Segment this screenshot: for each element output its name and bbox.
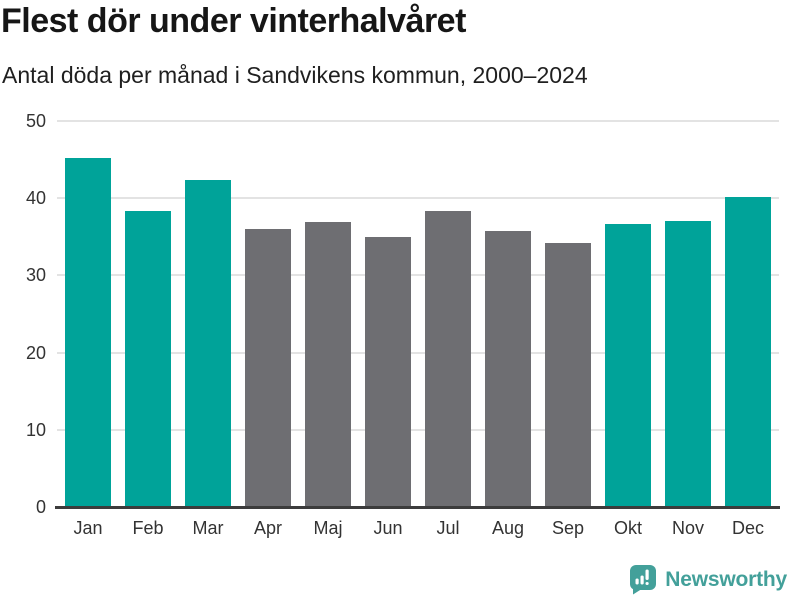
x-tick-label-maj: Maj bbox=[313, 518, 343, 538]
x-tick-label-jan: Jan bbox=[73, 518, 103, 538]
y-tick-label-0: 0 bbox=[35, 497, 46, 517]
x-tick-label-apr: Apr bbox=[253, 518, 282, 538]
chart-subtitle: Antal döda per månad i Sandvikens kommun… bbox=[2, 62, 588, 88]
bar-dec bbox=[725, 197, 771, 507]
y-tick-label-10: 10 bbox=[25, 419, 46, 440]
newsworthy-logo: Newsworthy bbox=[629, 563, 787, 597]
x-tick-label-feb: Feb bbox=[132, 518, 164, 538]
newsworthy-logo-text: Newsworthy bbox=[665, 568, 787, 591]
gridline-20 bbox=[57, 351, 779, 354]
bar-feb bbox=[125, 211, 171, 507]
bar-jul bbox=[425, 211, 471, 507]
bar-aug bbox=[485, 230, 531, 507]
gridline-30 bbox=[57, 274, 779, 277]
x-tick-label-jun: Jun bbox=[373, 518, 403, 538]
bar-okt bbox=[605, 224, 651, 507]
x-tick-label-okt: Okt bbox=[613, 518, 642, 538]
chart-title: Flest dör under vinterhalvåret bbox=[1, 2, 466, 40]
y-tick-label-40: 40 bbox=[25, 188, 46, 209]
x-tick-label-mar: Mar bbox=[192, 518, 224, 538]
x-tick-label-aug: Aug bbox=[491, 518, 525, 538]
y-tick-label-20: 20 bbox=[25, 342, 46, 363]
bar-jan bbox=[65, 158, 111, 507]
y-tick-label-50: 50 bbox=[25, 111, 46, 131]
x-tick-label-sep: Sep bbox=[551, 518, 585, 538]
newsworthy-logo-icon bbox=[630, 565, 657, 595]
x-axis-line bbox=[55, 506, 780, 509]
gridline-40 bbox=[57, 197, 779, 200]
bar-jun bbox=[365, 236, 411, 507]
bar-maj bbox=[305, 222, 351, 507]
bar-apr bbox=[245, 229, 291, 507]
bar-nov bbox=[665, 221, 711, 507]
bar-mar bbox=[185, 180, 231, 507]
y-tick-label-30: 30 bbox=[25, 265, 46, 286]
x-tick-label-nov: Nov bbox=[671, 518, 704, 538]
x-tick-label-dec: Dec bbox=[731, 518, 764, 538]
gridline-50 bbox=[57, 120, 779, 122]
bar-sep bbox=[545, 242, 591, 507]
gridline-10 bbox=[57, 428, 779, 431]
x-tick-label-jul: Jul bbox=[436, 518, 460, 538]
